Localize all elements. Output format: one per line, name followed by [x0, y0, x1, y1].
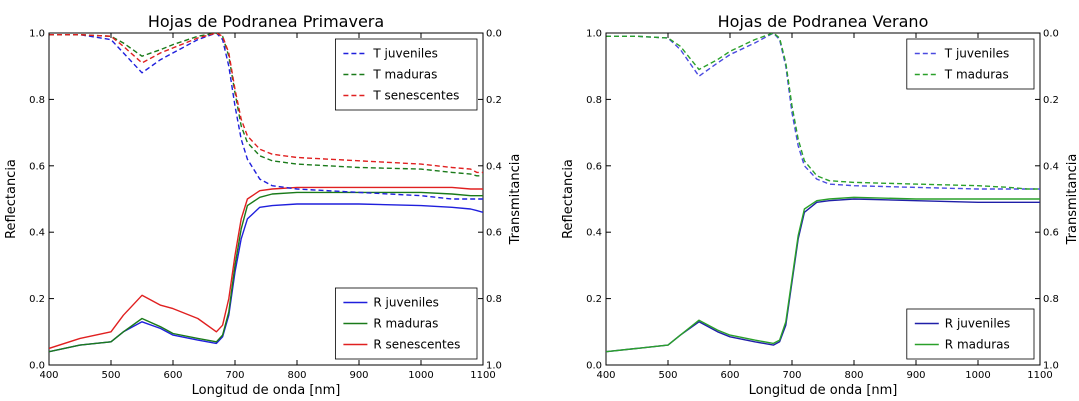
- y-tick-label: 0.6: [29, 161, 45, 172]
- y-tick-label: 0.6: [586, 161, 602, 172]
- y2-tick-label: 0.4: [486, 161, 502, 172]
- legend-entry: T juveniles: [944, 47, 1009, 61]
- chart-panel-1: 400 500 600 700 800 900 1000 1100 0.0 0.2 0.4 0.6 0.…: [4, 12, 523, 398]
- x-tick-label: 600: [720, 370, 739, 381]
- legend-entry: T maduras: [944, 68, 1009, 82]
- legend-entry: R juveniles: [945, 317, 1010, 331]
- legend-entry: T senescentes: [372, 89, 459, 103]
- legend-entry: R senescentes: [373, 338, 460, 352]
- x-axis-label: Longitud de onda [nm]: [192, 383, 341, 398]
- series-line-r-maduras: [49, 191, 483, 353]
- x-tick-label: 1000: [408, 370, 433, 381]
- y-tick-label: 0.2: [29, 294, 45, 305]
- y-axis-label: Reflectancia: [4, 159, 19, 239]
- y2-tick-label: 0.4: [1043, 161, 1059, 172]
- y-tick-label: 0.4: [29, 228, 45, 239]
- x-tick-label: 700: [225, 370, 244, 381]
- x-tick-label: 1100: [1027, 370, 1052, 381]
- y-tick-label: 0.0: [29, 361, 45, 372]
- chart-title: Hojas de Podranea Primavera: [148, 12, 384, 31]
- y2-tick-label: 1.0: [486, 361, 502, 372]
- y2-axis-label: Transmitancia: [1065, 154, 1079, 246]
- series-line-r-senescentes: [49, 186, 483, 350]
- legend-entry: R maduras: [373, 317, 438, 331]
- y2-axis-label: Transmitancia: [508, 154, 523, 246]
- x-tick-label: 400: [596, 370, 615, 381]
- y-tick-label: 1.0: [29, 29, 45, 40]
- x-tick-label: 400: [39, 370, 58, 381]
- y2-tick-label: 0.8: [486, 294, 502, 305]
- x-tick-label: 500: [101, 370, 120, 381]
- series-line-r-maduras: [606, 196, 1040, 353]
- legend-bottom: R juveniles R maduras R senescentes: [334, 287, 478, 360]
- legend-entry: R juveniles: [373, 296, 438, 310]
- y-axis-label: Reflectancia: [561, 159, 576, 239]
- x-tick-label: 600: [163, 370, 182, 381]
- y-tick-label: 0.0: [586, 361, 602, 372]
- series-group: [49, 33, 483, 353]
- y-tick-label: 0.8: [29, 95, 45, 106]
- x-tick-label: 1100: [470, 370, 495, 381]
- series-line-r-juveniles: [49, 203, 483, 353]
- y-tick-label: 0.4: [586, 228, 602, 239]
- x-tick-label: 1000: [965, 370, 990, 381]
- y2-tick-label: 0.0: [1043, 29, 1059, 40]
- series-line-t-senescentes: [49, 33, 483, 174]
- y-tick-label: 1.0: [586, 29, 602, 40]
- series-line-t-maduras: [606, 33, 1040, 190]
- x-tick-label: 800: [287, 370, 306, 381]
- x-axis-label: Longitud de onda [nm]: [749, 383, 898, 398]
- series-line-t-juveniles: [606, 33, 1040, 190]
- legend-box: [906, 38, 1035, 90]
- y2-tick-label: 0.0: [486, 29, 502, 40]
- chart-panel-2: 400 500 600 700 800 900 1000 1100 0.0 0.2 0.4 0.6 0.…: [561, 12, 1079, 398]
- legend-bottom: R juveniles R maduras: [906, 308, 1035, 360]
- y2-tick-label: 1.0: [1043, 361, 1059, 372]
- y2-tick-label: 0.8: [1043, 294, 1059, 305]
- chart-title: Hojas de Podranea Verano: [718, 12, 929, 31]
- y-tick-label: 0.8: [586, 95, 602, 106]
- x-tick-label: 700: [782, 370, 801, 381]
- x-tick-label: 900: [906, 370, 925, 381]
- legend-entry: T juveniles: [372, 47, 437, 61]
- legend-top: T juveniles T maduras T senescentes: [334, 38, 478, 111]
- series-group: [606, 33, 1040, 353]
- series-line-t-juveniles: [49, 33, 483, 200]
- legend-box: [906, 308, 1035, 360]
- x-tick-label: 800: [844, 370, 863, 381]
- y2-tick-label: 0.6: [486, 228, 502, 239]
- legend-top: T juveniles T maduras: [906, 38, 1035, 90]
- y2-tick-label: 0.2: [486, 95, 502, 106]
- x-tick-label: 900: [349, 370, 368, 381]
- legend-entry: T maduras: [372, 68, 437, 82]
- y2-tick-label: 0.2: [1043, 95, 1059, 106]
- legend-entry: R maduras: [945, 338, 1010, 352]
- y2-tick-label: 0.6: [1043, 228, 1059, 239]
- legend-box: [334, 38, 478, 111]
- x-tick-label: 500: [658, 370, 677, 381]
- y-tick-label: 0.2: [586, 294, 602, 305]
